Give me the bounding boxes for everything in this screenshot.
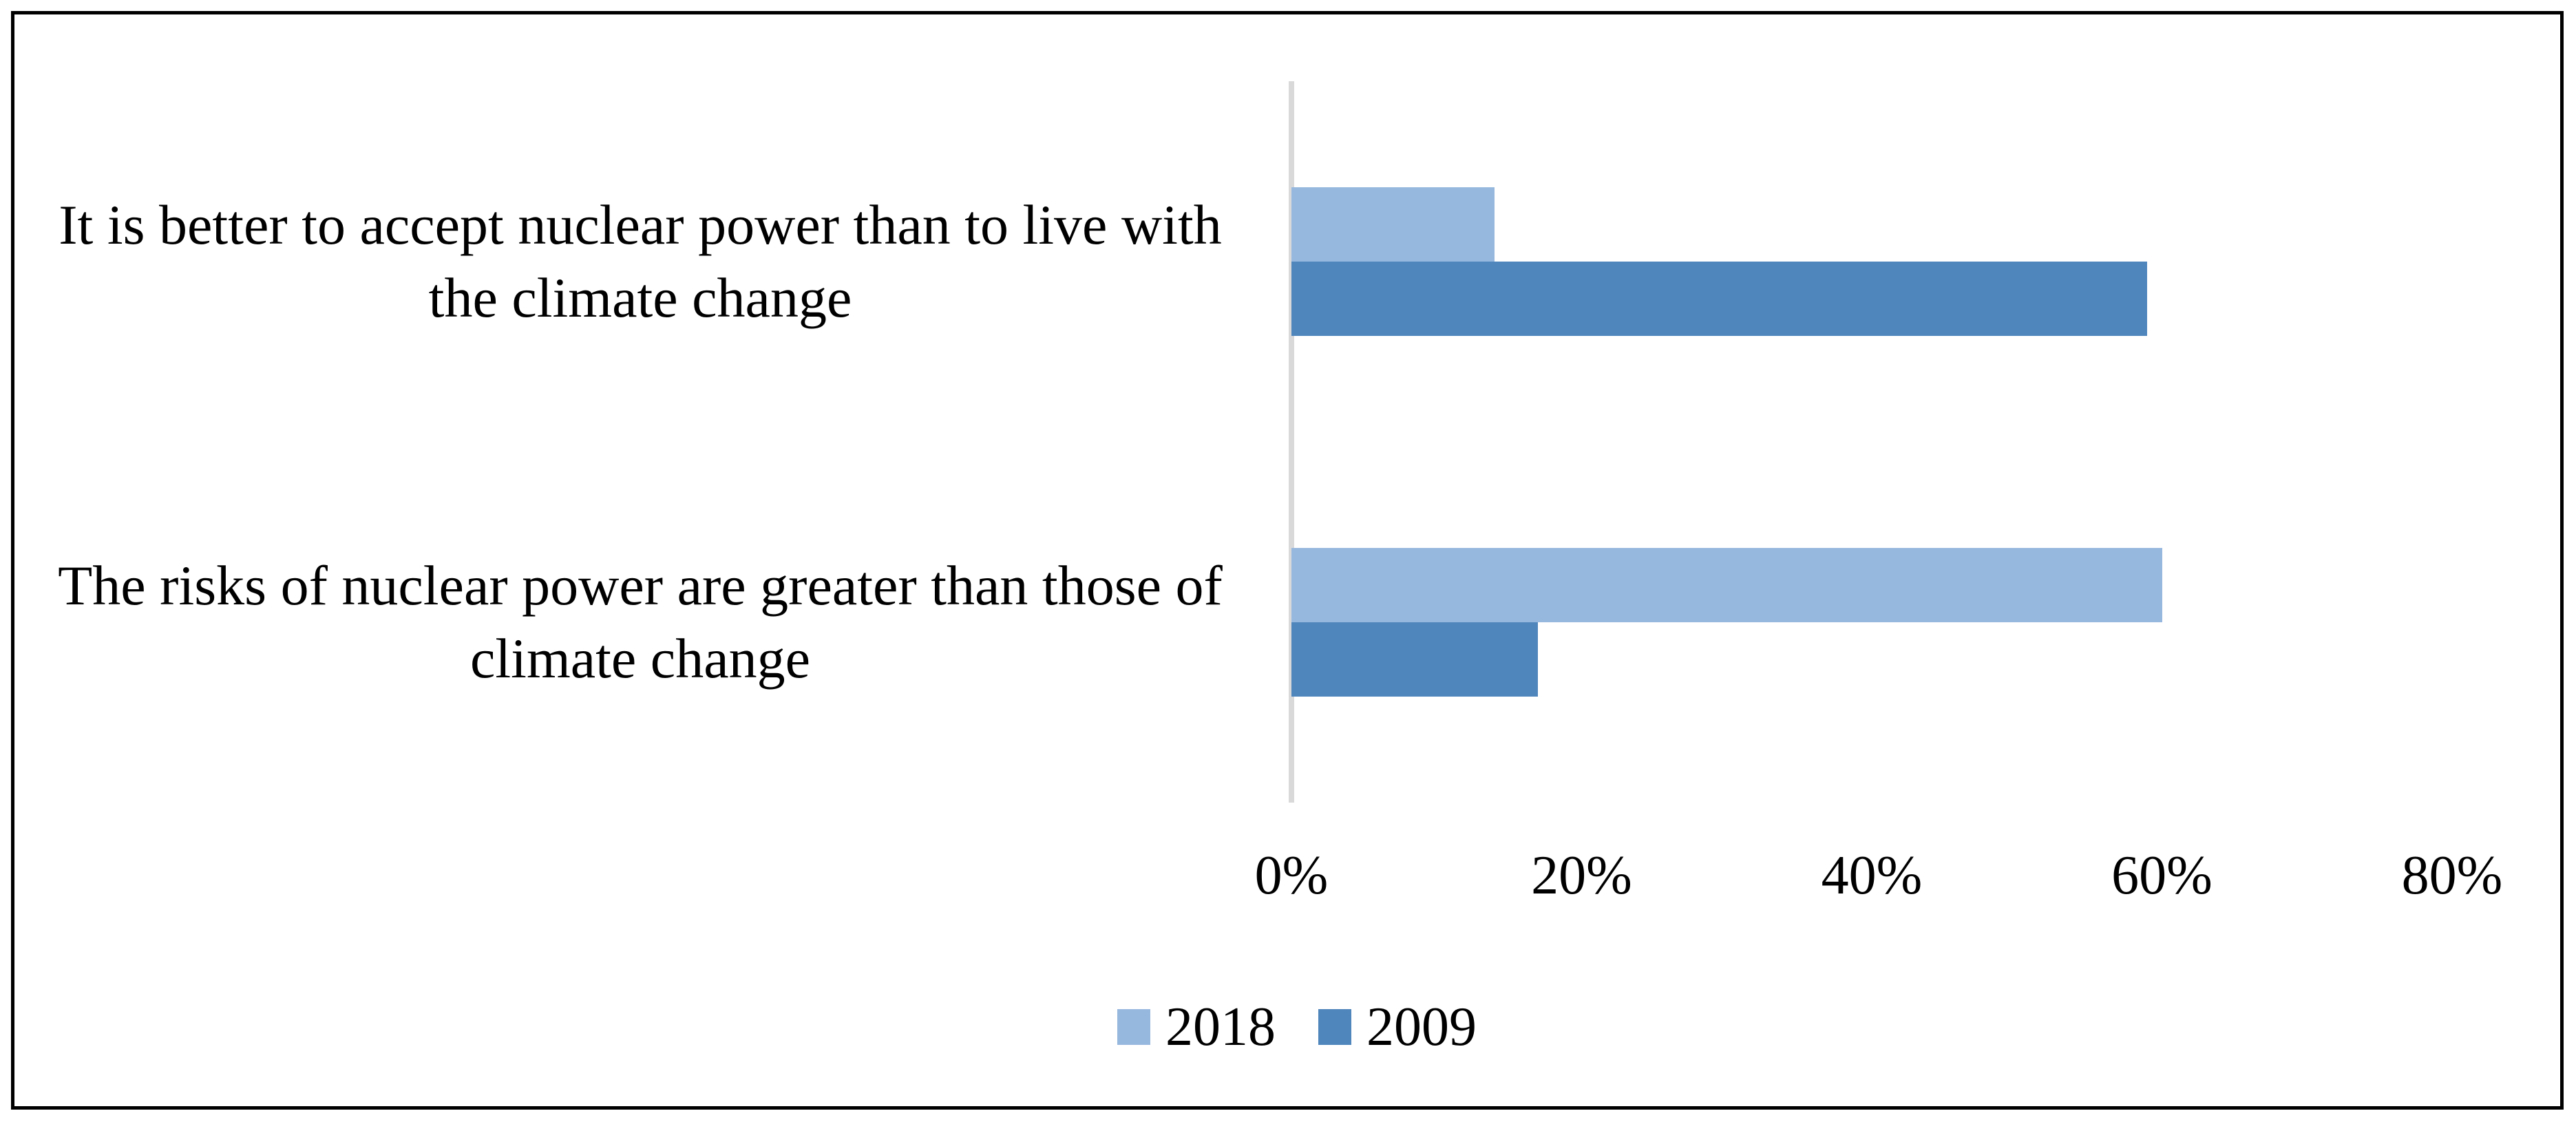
legend-item-2018: 2018 xyxy=(1117,999,1276,1055)
legend-label: 2018 xyxy=(1165,997,1276,1057)
legend-item-2009: 2009 xyxy=(1318,999,1477,1055)
x-axis-tick-60pct: 60% xyxy=(2111,845,2213,906)
legend-swatch-icon xyxy=(1318,1009,1351,1045)
x-axis-tick-20pct: 20% xyxy=(1531,845,1632,906)
legend-label: 2009 xyxy=(1366,997,1477,1057)
category-label: It is better to accept nuclear power tha… xyxy=(59,193,1222,329)
bar-2018-category-2 xyxy=(1291,548,2162,622)
legend-swatch-icon xyxy=(1117,1009,1150,1045)
legend: 2018 2009 xyxy=(1117,999,1477,1055)
x-axis-tick-80pct: 80% xyxy=(2401,845,2503,906)
bar-2018-category-1 xyxy=(1291,187,1495,262)
bar-2009-category-2 xyxy=(1291,622,1539,697)
x-axis-tick-0pct: 0% xyxy=(1254,845,1329,906)
category-label: The risks of nuclear power are greater t… xyxy=(58,554,1223,690)
x-axis-tick-40pct: 40% xyxy=(1821,845,1923,906)
bar-2009-category-1 xyxy=(1291,262,2148,336)
y-axis-line xyxy=(1289,81,1294,803)
